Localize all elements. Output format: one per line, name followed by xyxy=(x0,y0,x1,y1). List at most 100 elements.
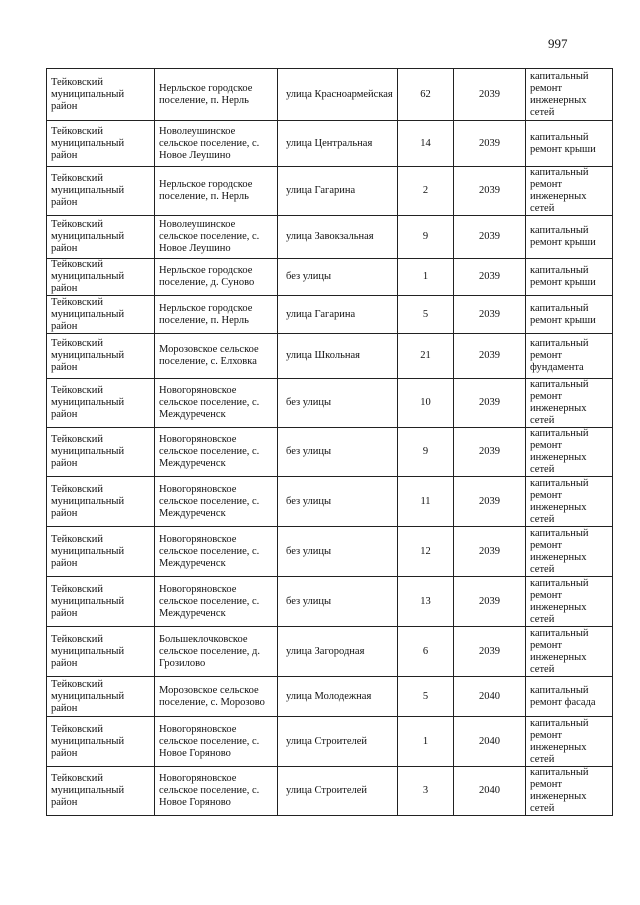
street: улица Загородная xyxy=(277,626,398,677)
street: улица Красноармейская xyxy=(277,68,398,121)
settlement: Новогоряновское сельское поселение, с. М… xyxy=(154,427,278,477)
year: 2039 xyxy=(453,215,526,259)
house-number: 3 xyxy=(397,766,454,816)
settlement: Новолеушинское сельское поселение, с. Но… xyxy=(154,215,278,259)
work-type: капитальный ремонт инженерных сетей xyxy=(525,626,613,677)
settlement: Новолеушинское сельское поселение, с. Но… xyxy=(154,120,278,167)
year: 2039 xyxy=(453,166,526,216)
street: без улицы xyxy=(277,427,398,477)
house-number: 14 xyxy=(397,120,454,167)
work-type: капитальный ремонт инженерных сетей xyxy=(525,766,613,816)
house-number: 2 xyxy=(397,166,454,216)
settlement: Нерльское городское поселение, д. Суново xyxy=(154,258,278,296)
district: Тейковский муниципальный район xyxy=(46,766,155,816)
work-type: капитальный ремонт инженерных сетей xyxy=(525,576,613,627)
year: 2040 xyxy=(453,676,526,717)
work-type: капитальный ремонт инженерных сетей xyxy=(525,716,613,767)
year: 2039 xyxy=(453,576,526,627)
settlement: Новогоряновское сельское поселение, с. Н… xyxy=(154,716,278,767)
table-row: Тейковский муниципальный район Новогоряно… xyxy=(46,576,613,627)
street: улица Гагарина xyxy=(277,295,398,334)
district: Тейковский муниципальный район xyxy=(46,626,155,677)
district: Тейковский муниципальный район xyxy=(46,476,155,527)
street: без улицы xyxy=(277,576,398,627)
work-type: капитальный ремонт крыши xyxy=(525,295,613,334)
house-number: 13 xyxy=(397,576,454,627)
year: 2039 xyxy=(453,120,526,167)
work-type: капитальный ремонт инженерных сетей xyxy=(525,166,613,216)
year: 2039 xyxy=(453,68,526,121)
table-row: Тейковский муниципальный район Нерльское … xyxy=(46,258,613,296)
year: 2039 xyxy=(453,526,526,577)
district: Тейковский муниципальный район xyxy=(46,295,155,334)
house-number: 9 xyxy=(397,427,454,477)
house-number: 10 xyxy=(397,378,454,428)
house-number: 5 xyxy=(397,676,454,717)
street: улица Молодежная xyxy=(277,676,398,717)
district: Тейковский муниципальный район xyxy=(46,166,155,216)
year: 2039 xyxy=(453,378,526,428)
house-number: 12 xyxy=(397,526,454,577)
table-row: Тейковский муниципальный район Новогоряно… xyxy=(46,526,613,577)
year: 2039 xyxy=(453,476,526,527)
street: улица Завокзальная xyxy=(277,215,398,259)
work-type: капитальный ремонт фасада xyxy=(525,676,613,717)
street: без улицы xyxy=(277,378,398,428)
year: 2039 xyxy=(453,295,526,334)
year: 2039 xyxy=(453,427,526,477)
district: Тейковский муниципальный район xyxy=(46,68,155,121)
work-type: капитальный ремонт фундамента xyxy=(525,333,613,379)
district: Тейковский муниципальный район xyxy=(46,378,155,428)
district: Тейковский муниципальный район xyxy=(46,333,155,379)
page-number: 997 xyxy=(548,36,568,51)
district: Тейковский муниципальный район xyxy=(46,427,155,477)
house-number: 1 xyxy=(397,716,454,767)
table-row: Тейковский муниципальный район Новогоряно… xyxy=(46,378,613,428)
settlement: Новогоряновское сельское поселение, с. М… xyxy=(154,526,278,577)
street: улица Школьная xyxy=(277,333,398,379)
district: Тейковский муниципальный район xyxy=(46,215,155,259)
table-row: Тейковский муниципальный район Новогоряно… xyxy=(46,766,613,816)
street: без улицы xyxy=(277,526,398,577)
table-row: Тейковский муниципальный район Нерльское … xyxy=(46,295,613,334)
street: улица Гагарина xyxy=(277,166,398,216)
year: 2039 xyxy=(453,626,526,677)
house-number: 11 xyxy=(397,476,454,527)
work-type: капитальный ремонт инженерных сетей xyxy=(525,427,613,477)
year: 2039 xyxy=(453,333,526,379)
district: Тейковский муниципальный район xyxy=(46,676,155,717)
street: без улицы xyxy=(277,476,398,527)
settlement: Нерльское городское поселение, п. Нерль xyxy=(154,166,278,216)
table-row: Тейковский муниципальный район Морозовско… xyxy=(46,333,613,379)
table-row: Тейковский муниципальный район Большеклоч… xyxy=(46,626,613,677)
street: без улицы xyxy=(277,258,398,296)
work-type: капитальный ремонт крыши xyxy=(525,215,613,259)
settlement: Новогоряновское сельское поселение, с. М… xyxy=(154,378,278,428)
settlement: Новогоряновское сельское поселение, с. М… xyxy=(154,476,278,527)
year: 2040 xyxy=(453,766,526,816)
year: 2039 xyxy=(453,258,526,296)
year: 2040 xyxy=(453,716,526,767)
district: Тейковский муниципальный район xyxy=(46,258,155,296)
settlement: Морозовское сельское поселение, с. Елхов… xyxy=(154,333,278,379)
table-row: Тейковский муниципальный район Новогоряно… xyxy=(46,716,613,767)
settlement: Большеклочковское сельское поселение, д.… xyxy=(154,626,278,677)
street: улица Строителей xyxy=(277,766,398,816)
settlement: Морозовское сельское поселение, с. Мороз… xyxy=(154,676,278,717)
table-row: Тейковский муниципальный район Новогоряно… xyxy=(46,427,613,477)
district: Тейковский муниципальный район xyxy=(46,576,155,627)
table-row: Тейковский муниципальный район Морозовско… xyxy=(46,676,613,717)
work-type: капитальный ремонт инженерных сетей xyxy=(525,378,613,428)
work-type: капитальный ремонт инженерных сетей xyxy=(525,526,613,577)
work-type: капитальный ремонт инженерных сетей xyxy=(525,68,613,121)
house-number: 1 xyxy=(397,258,454,296)
table-row: Тейковский муниципальный район Новогоряно… xyxy=(46,476,613,527)
district: Тейковский муниципальный район xyxy=(46,120,155,167)
settlement: Новогоряновское сельское поселение, с. Н… xyxy=(154,766,278,816)
district: Тейковский муниципальный район xyxy=(46,716,155,767)
house-number: 6 xyxy=(397,626,454,677)
table-row: Тейковский муниципальный район Новолеушин… xyxy=(46,120,613,167)
house-number: 5 xyxy=(397,295,454,334)
table-row: Тейковский муниципальный район Нерльское … xyxy=(46,166,613,216)
